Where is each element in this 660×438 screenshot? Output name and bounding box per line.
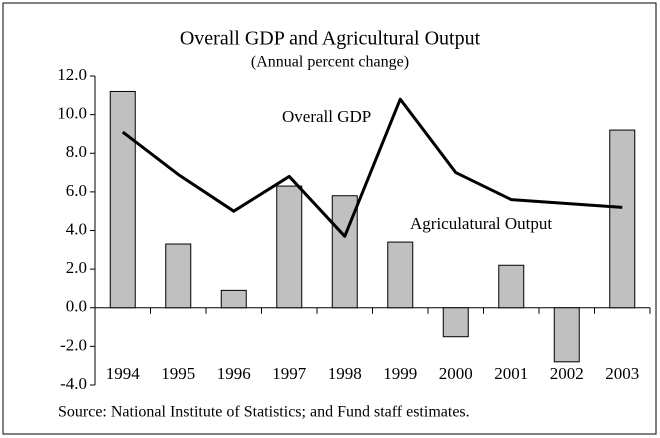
- x-tick-label: 1997: [272, 364, 307, 383]
- bar: [387, 241, 414, 309]
- x-tick-label: 1996: [217, 364, 251, 383]
- source-note: Source: National Institute of Statistics…: [58, 404, 470, 421]
- series-label: Agriculatural Output: [410, 214, 552, 233]
- line: [121, 97, 623, 238]
- y-tick-label: 8.0: [66, 142, 87, 161]
- bar: [165, 243, 192, 309]
- y-tick-label: 6.0: [66, 181, 87, 200]
- y-tick-label: -4.0: [60, 374, 87, 393]
- y-tick-label: 4.0: [66, 219, 87, 238]
- x-tick-label: 2000: [439, 364, 473, 383]
- chart-title: Overall GDP and Agricultural Output: [180, 28, 481, 50]
- bar: [109, 90, 136, 309]
- y-tick-label: 10.0: [57, 104, 87, 123]
- y-tick-label: 0.0: [66, 297, 87, 316]
- y-tick-label: 2.0: [66, 258, 87, 277]
- bar: [498, 264, 525, 309]
- x-tick-label: 2001: [494, 364, 528, 383]
- bar: [553, 307, 580, 363]
- bar: [220, 289, 247, 309]
- series-label: Overall GDP: [282, 107, 371, 126]
- x-tick-label: 1998: [328, 364, 362, 383]
- bar: [609, 129, 636, 309]
- bar: [442, 307, 469, 338]
- x-tick-label: 1999: [383, 364, 417, 383]
- bar: [276, 185, 303, 309]
- x-tick-label: 1995: [161, 364, 195, 383]
- x-tick-label: 2003: [605, 364, 639, 383]
- chart-subtitle: (Annual percent change): [251, 54, 409, 71]
- y-tick-label: -2.0: [60, 335, 87, 354]
- x-tick-label: 2002: [550, 364, 584, 383]
- y-tick-label: 12.0: [57, 65, 87, 84]
- x-tick-label: 1994: [106, 364, 141, 383]
